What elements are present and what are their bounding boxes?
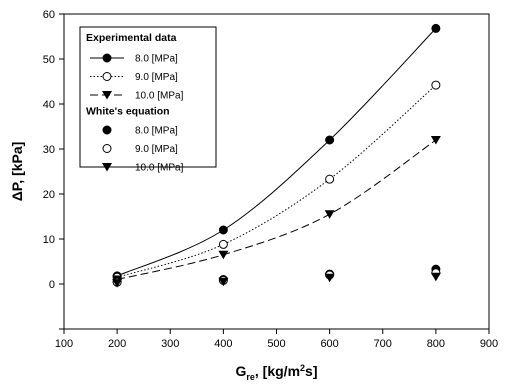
x-tick-label: 400 (214, 338, 232, 350)
y-tick-label: 30 (43, 144, 55, 156)
legend-label: 10.0 [MPa] (135, 163, 184, 174)
series-2 (112, 136, 441, 284)
data-point (430, 136, 441, 145)
legend-label: 8.0 [MPa] (135, 54, 178, 65)
data-point (218, 277, 229, 287)
y-tick-label: 20 (43, 189, 55, 201)
data-point (324, 273, 335, 283)
data-point (431, 80, 441, 90)
x-tick-label: 800 (427, 338, 445, 350)
series-5 (112, 272, 441, 288)
legend-label: 9.0 [MPa] (135, 72, 178, 83)
legend-marker (102, 144, 112, 153)
x-tick-label: 600 (320, 338, 338, 350)
y-tick-label: 50 (43, 54, 55, 66)
legend: Experimental data 8.0 [MPa] 9.0 [MPa] 10.0 … (79, 26, 217, 174)
legend-label: 10.0 [MPa] (135, 91, 184, 102)
y-tick-label: 40 (43, 99, 55, 111)
x-tick-label: 300 (161, 338, 179, 350)
legend-group-title: White's equation (86, 106, 170, 118)
y-tick-label: 0 (49, 279, 55, 291)
data-point (218, 225, 228, 235)
legend-marker (102, 53, 112, 63)
data-point (431, 23, 441, 33)
x-tick-label: 500 (267, 338, 285, 350)
data-point (325, 135, 335, 145)
data-point (325, 174, 335, 184)
legend-marker (102, 72, 112, 81)
data-point (430, 272, 441, 282)
series-line (117, 139, 437, 280)
y-tick-label: 10 (43, 234, 55, 246)
series-3 (112, 264, 441, 287)
y-tick-label: 60 (43, 9, 55, 21)
legend-marker (102, 91, 112, 100)
data-point (112, 279, 123, 288)
data-point (324, 210, 335, 219)
x-tick-label: 200 (108, 338, 126, 350)
x-tick-label: 100 (55, 338, 73, 350)
series-layer (112, 23, 441, 288)
series-4 (112, 268, 441, 287)
legend-label: 8.0 [MPa] (135, 126, 178, 137)
legend-box (79, 26, 217, 168)
x-axis-title: Gre, [kg/m2s] (236, 363, 318, 382)
legend-marker (102, 163, 112, 172)
x-tick-label: 900 (480, 338, 498, 350)
axes: 100 200 300 400 500 600 700 800 900 0 10 20 30 40 50 60 (43, 9, 498, 350)
data-point (218, 250, 229, 260)
legend-label: 9.0 [MPa] (135, 144, 178, 155)
series-line (116, 28, 437, 277)
data-point (218, 239, 228, 249)
legend-marker (102, 125, 112, 135)
x-tick-label: 700 (374, 338, 392, 350)
legend-group-title: Experimental data (86, 32, 177, 44)
y-axis-title: ΔP, [kPa] (9, 142, 25, 202)
